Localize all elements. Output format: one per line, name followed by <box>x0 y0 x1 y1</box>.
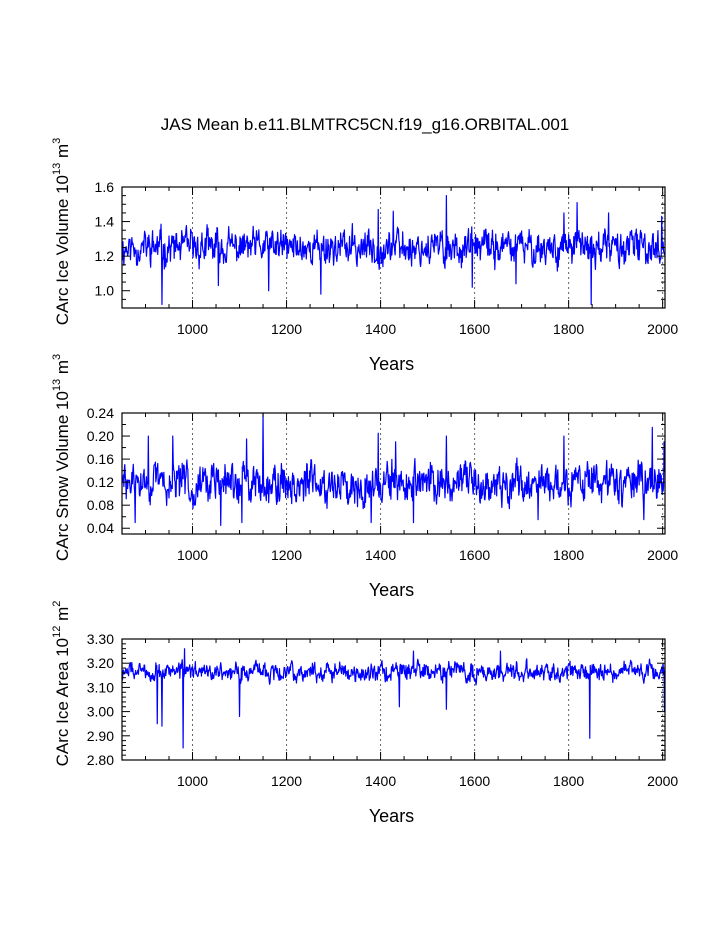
x-tick-label: 1800 <box>553 547 584 563</box>
x-tick-label: 1600 <box>459 773 490 789</box>
y-tick-label: 3.10 <box>87 679 114 695</box>
panel-3: 1000 1200 1400 1600 1800 2000 2.80 2.90 3.00 3.10… <box>51 601 678 826</box>
y-tick-label: 0.12 <box>87 474 114 490</box>
x-tick-label: 1200 <box>271 321 302 337</box>
plot-frame <box>121 412 666 535</box>
y-tick-label: 0.16 <box>87 451 114 467</box>
y-tick-label: 1.0 <box>95 283 115 299</box>
y-axis-label: CArc Ice Volume 1013 m3 <box>51 138 72 326</box>
x-tick-label: 1000 <box>177 547 208 563</box>
x-axis-label: Years <box>369 580 414 600</box>
y-axis-label: CArc Ice Area 1012 m2 <box>51 601 72 767</box>
y-axis-label: CArc Snow Volume 1013 m3 <box>51 354 72 561</box>
x-tick-label: 1000 <box>177 773 208 789</box>
plot-frame <box>121 638 666 761</box>
chart-title: JAS Mean b.e11.BLMTRC5CN.f19_g16.ORBITAL… <box>161 115 570 134</box>
y-tick-label: 0.20 <box>87 428 114 444</box>
y-tick-label: 2.90 <box>87 728 114 744</box>
series-line-ice_area <box>121 648 666 749</box>
x-axis-label: Years <box>369 354 414 374</box>
panel-1: 1000 1200 1400 1600 1800 2000 1.0 1.2 1.4 1.6 Year… <box>51 138 678 374</box>
x-tick-label: 1000 <box>177 321 208 337</box>
x-tick-label: 1600 <box>459 547 490 563</box>
x-tick-label: 1400 <box>365 547 396 563</box>
y-tick-label: 0.08 <box>87 497 114 513</box>
y-tick-label: 2.80 <box>87 752 114 768</box>
y-tick-label: 3.00 <box>87 704 114 720</box>
y-tick-label: 3.20 <box>87 655 114 671</box>
x-tick-label: 1400 <box>365 321 396 337</box>
x-tick-label: 1800 <box>553 773 584 789</box>
series-line-ice_volume <box>121 195 666 306</box>
y-tick-label: 0.04 <box>87 520 114 536</box>
x-tick-label: 1400 <box>365 773 396 789</box>
x-tick-label: 2000 <box>647 547 678 563</box>
x-tick-label: 1200 <box>271 547 302 563</box>
y-tick-label: 1.4 <box>95 214 115 230</box>
x-tick-label: 1800 <box>553 321 584 337</box>
x-tick-label: 1200 <box>271 773 302 789</box>
panels: 1000 1200 1400 1600 1800 2000 1.0 1.2 1.4 1.6 Year… <box>51 138 678 826</box>
series-line-snow_volume <box>121 412 666 526</box>
y-tick-label: 1.6 <box>95 179 115 195</box>
y-tick-label: 1.2 <box>95 248 115 264</box>
x-axis-label: Years <box>369 806 414 826</box>
x-tick-label: 2000 <box>647 773 678 789</box>
y-tick-label: 0.24 <box>87 405 114 421</box>
panel-2: 1000 1200 1400 1600 1800 2000 0.04 0.08 0.12 0.16… <box>51 354 678 600</box>
x-tick-label: 2000 <box>647 321 678 337</box>
y-tick-label: 3.30 <box>87 631 114 647</box>
x-tick-label: 1600 <box>459 321 490 337</box>
